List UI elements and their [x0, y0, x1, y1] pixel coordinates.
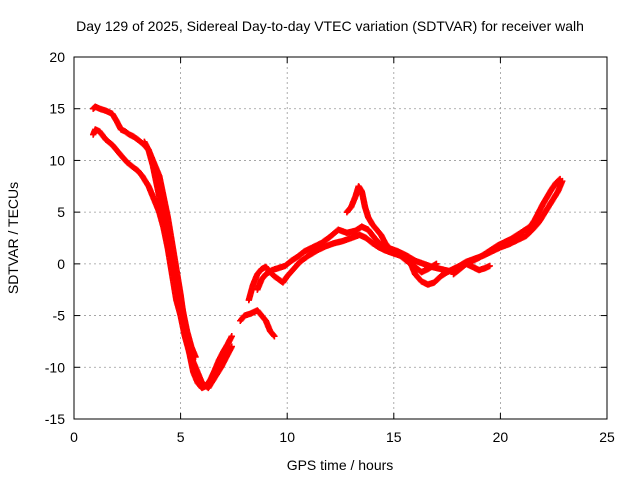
data-point — [486, 262, 493, 270]
series-track-2 — [89, 126, 235, 392]
series-track-3 — [237, 307, 278, 340]
data-point — [271, 333, 278, 340]
data-point — [559, 177, 566, 185]
data-point — [270, 332, 277, 339]
series-track-8 — [141, 138, 199, 361]
x-tick-label: 5 — [177, 429, 185, 445]
y-tick-label: -10 — [45, 359, 65, 375]
data-points — [89, 103, 566, 392]
y-axis-label: SDTVAR / TECUs — [5, 182, 21, 294]
y-tick-label: 20 — [49, 49, 65, 65]
series-track-6 — [343, 183, 440, 276]
y-tick-label: 10 — [49, 152, 65, 168]
data-point — [228, 343, 235, 350]
y-tick-label: 0 — [57, 256, 65, 272]
y-tick-label: -5 — [53, 308, 66, 324]
x-tick-labels: 0 5 10 15 20 25 — [70, 429, 615, 445]
data-point — [433, 260, 440, 268]
grid-lines — [74, 57, 607, 419]
y-tick-labels: -15 -10 -5 0 5 10 15 20 — [45, 49, 65, 427]
x-tick-label: 25 — [599, 429, 615, 445]
x-axis-label: GPS time / hours — [287, 457, 394, 473]
x-tick-label: 20 — [493, 429, 509, 445]
x-tick-label: 0 — [70, 429, 78, 445]
axis-ticks — [73, 56, 608, 420]
series-track-7 — [450, 260, 493, 278]
x-tick-label: 10 — [279, 429, 295, 445]
y-tick-label: -15 — [45, 411, 65, 427]
plot-frame — [73, 56, 608, 420]
chart-title: Day 129 of 2025, Sidereal Day-to-day VTE… — [76, 18, 584, 34]
y-tick-label: 5 — [57, 204, 65, 220]
y-tick-label: 15 — [49, 101, 65, 117]
data-point — [228, 333, 235, 340]
data-point — [192, 353, 199, 361]
x-tick-label: 15 — [386, 429, 402, 445]
